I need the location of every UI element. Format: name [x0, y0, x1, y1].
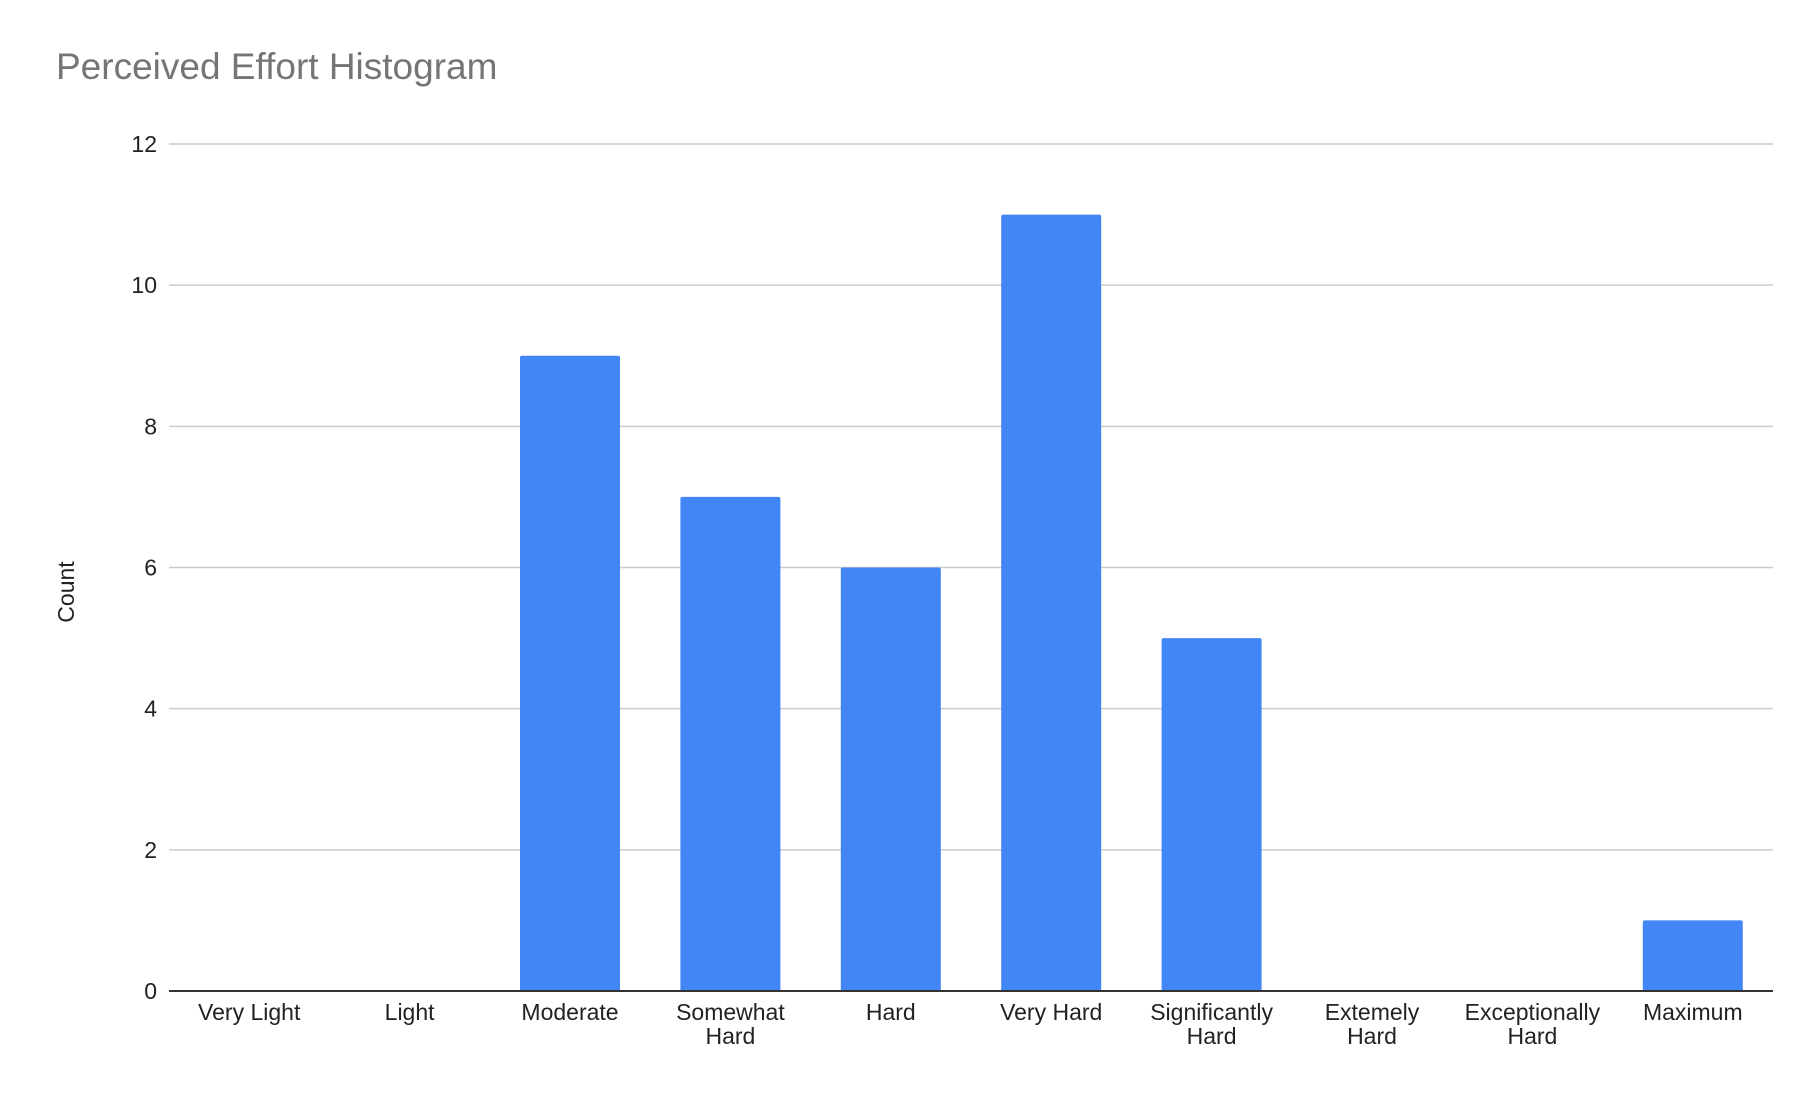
- y-tick-label: 12: [131, 131, 157, 157]
- bars: [520, 214, 1743, 992]
- x-tick-label: Extemely: [1325, 999, 1420, 1025]
- x-tick-label: Hard: [1347, 1023, 1397, 1049]
- gridlines: [169, 143, 1773, 851]
- y-tick-label: 10: [131, 272, 157, 298]
- y-tick-label: 6: [144, 555, 157, 581]
- chart-title: Perceived Effort Histogram: [56, 46, 498, 87]
- bar: [1161, 638, 1262, 991]
- bar: [1642, 920, 1743, 991]
- x-tick-label: Maximum: [1643, 999, 1743, 1025]
- x-tick-label: Hard: [1507, 1023, 1557, 1049]
- x-tick-label: Significantly: [1150, 999, 1273, 1025]
- y-tick-label: 0: [144, 978, 157, 1004]
- x-tick-label: Exceptionally: [1465, 999, 1601, 1025]
- y-tick-label: 2: [144, 837, 157, 863]
- x-tick-label: Hard: [705, 1023, 755, 1049]
- bar: [1001, 214, 1102, 992]
- y-axis-label: Count: [53, 561, 79, 623]
- x-tick-label: Hard: [1187, 1023, 1237, 1049]
- x-tick-label: Very Light: [198, 999, 301, 1025]
- y-tick-label: 8: [144, 413, 157, 439]
- y-tick-labels: 0 2 4 6 8 10 12: [131, 131, 157, 1004]
- x-tick-label: Light: [385, 999, 435, 1025]
- bar: [840, 567, 941, 991]
- bar: [520, 355, 620, 991]
- x-tick-label: Moderate: [521, 999, 618, 1025]
- x-tick-label: Hard: [866, 999, 916, 1025]
- x-tick-label: Somewhat: [676, 999, 785, 1025]
- y-tick-label: 4: [144, 696, 157, 722]
- bar: [680, 496, 781, 991]
- x-tick-label: Very Hard: [1000, 999, 1102, 1025]
